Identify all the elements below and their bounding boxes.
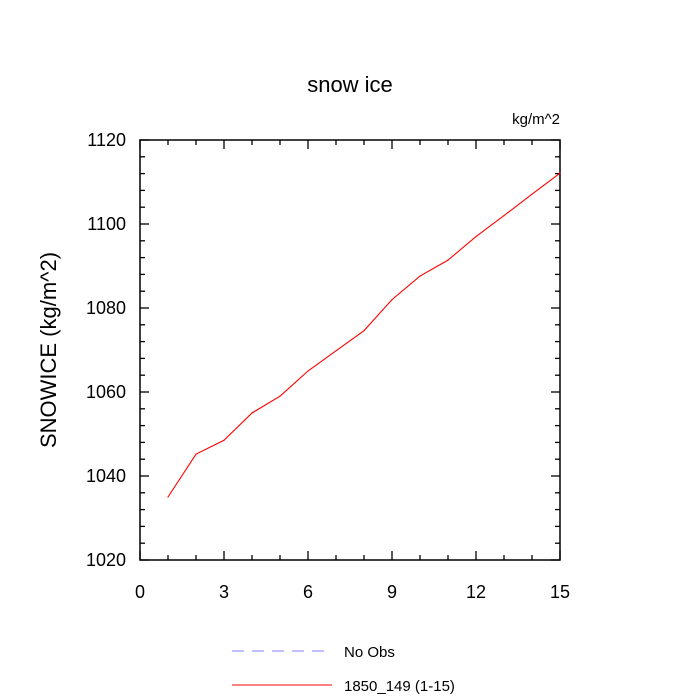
legend-label: No Obs <box>344 644 395 661</box>
y-tick-label: 1060 <box>86 382 126 402</box>
y-tick-label: 1100 <box>87 214 126 234</box>
legend: No Obs 1850_149 (1-15) <box>232 644 455 695</box>
data-point <box>251 412 253 414</box>
chart-title: snow ice <box>307 72 393 97</box>
x-tick-label: 12 <box>466 582 486 602</box>
data-point <box>531 193 533 195</box>
data-point <box>363 330 365 332</box>
data-point <box>195 453 197 455</box>
y-tick-label: 1080 <box>86 298 126 318</box>
series-line <box>167 172 561 498</box>
data-point <box>223 439 225 441</box>
data-point <box>559 172 561 174</box>
y-tick-label: 1040 <box>86 466 126 486</box>
y-tick-label: 1120 <box>87 130 126 150</box>
data-point <box>279 395 281 397</box>
units-label: kg/m^2 <box>512 111 560 128</box>
data-point <box>503 215 505 217</box>
x-tick-label: 3 <box>219 582 229 602</box>
legend-label: 1850_149 (1-15) <box>344 678 455 695</box>
data-point <box>475 236 477 238</box>
data-point <box>167 496 169 498</box>
data-point <box>391 299 393 301</box>
y-axis-label: SNOWICE (kg/m^2) <box>36 252 61 448</box>
data-point <box>419 275 421 277</box>
x-tick-label: 6 <box>303 582 313 602</box>
data-point <box>447 259 449 261</box>
y-tick-label: 1020 <box>86 550 126 570</box>
data-point <box>335 350 337 352</box>
plot-frame <box>139 139 561 561</box>
x-tick-label: 9 <box>387 582 397 602</box>
plot-area: 0 3 6 9 12 15 1020 1040 1060 1080 1100 1120 <box>86 130 570 602</box>
x-tick-label: 0 <box>135 582 145 602</box>
x-tick-label: 15 <box>550 582 570 602</box>
data-point <box>307 370 309 372</box>
